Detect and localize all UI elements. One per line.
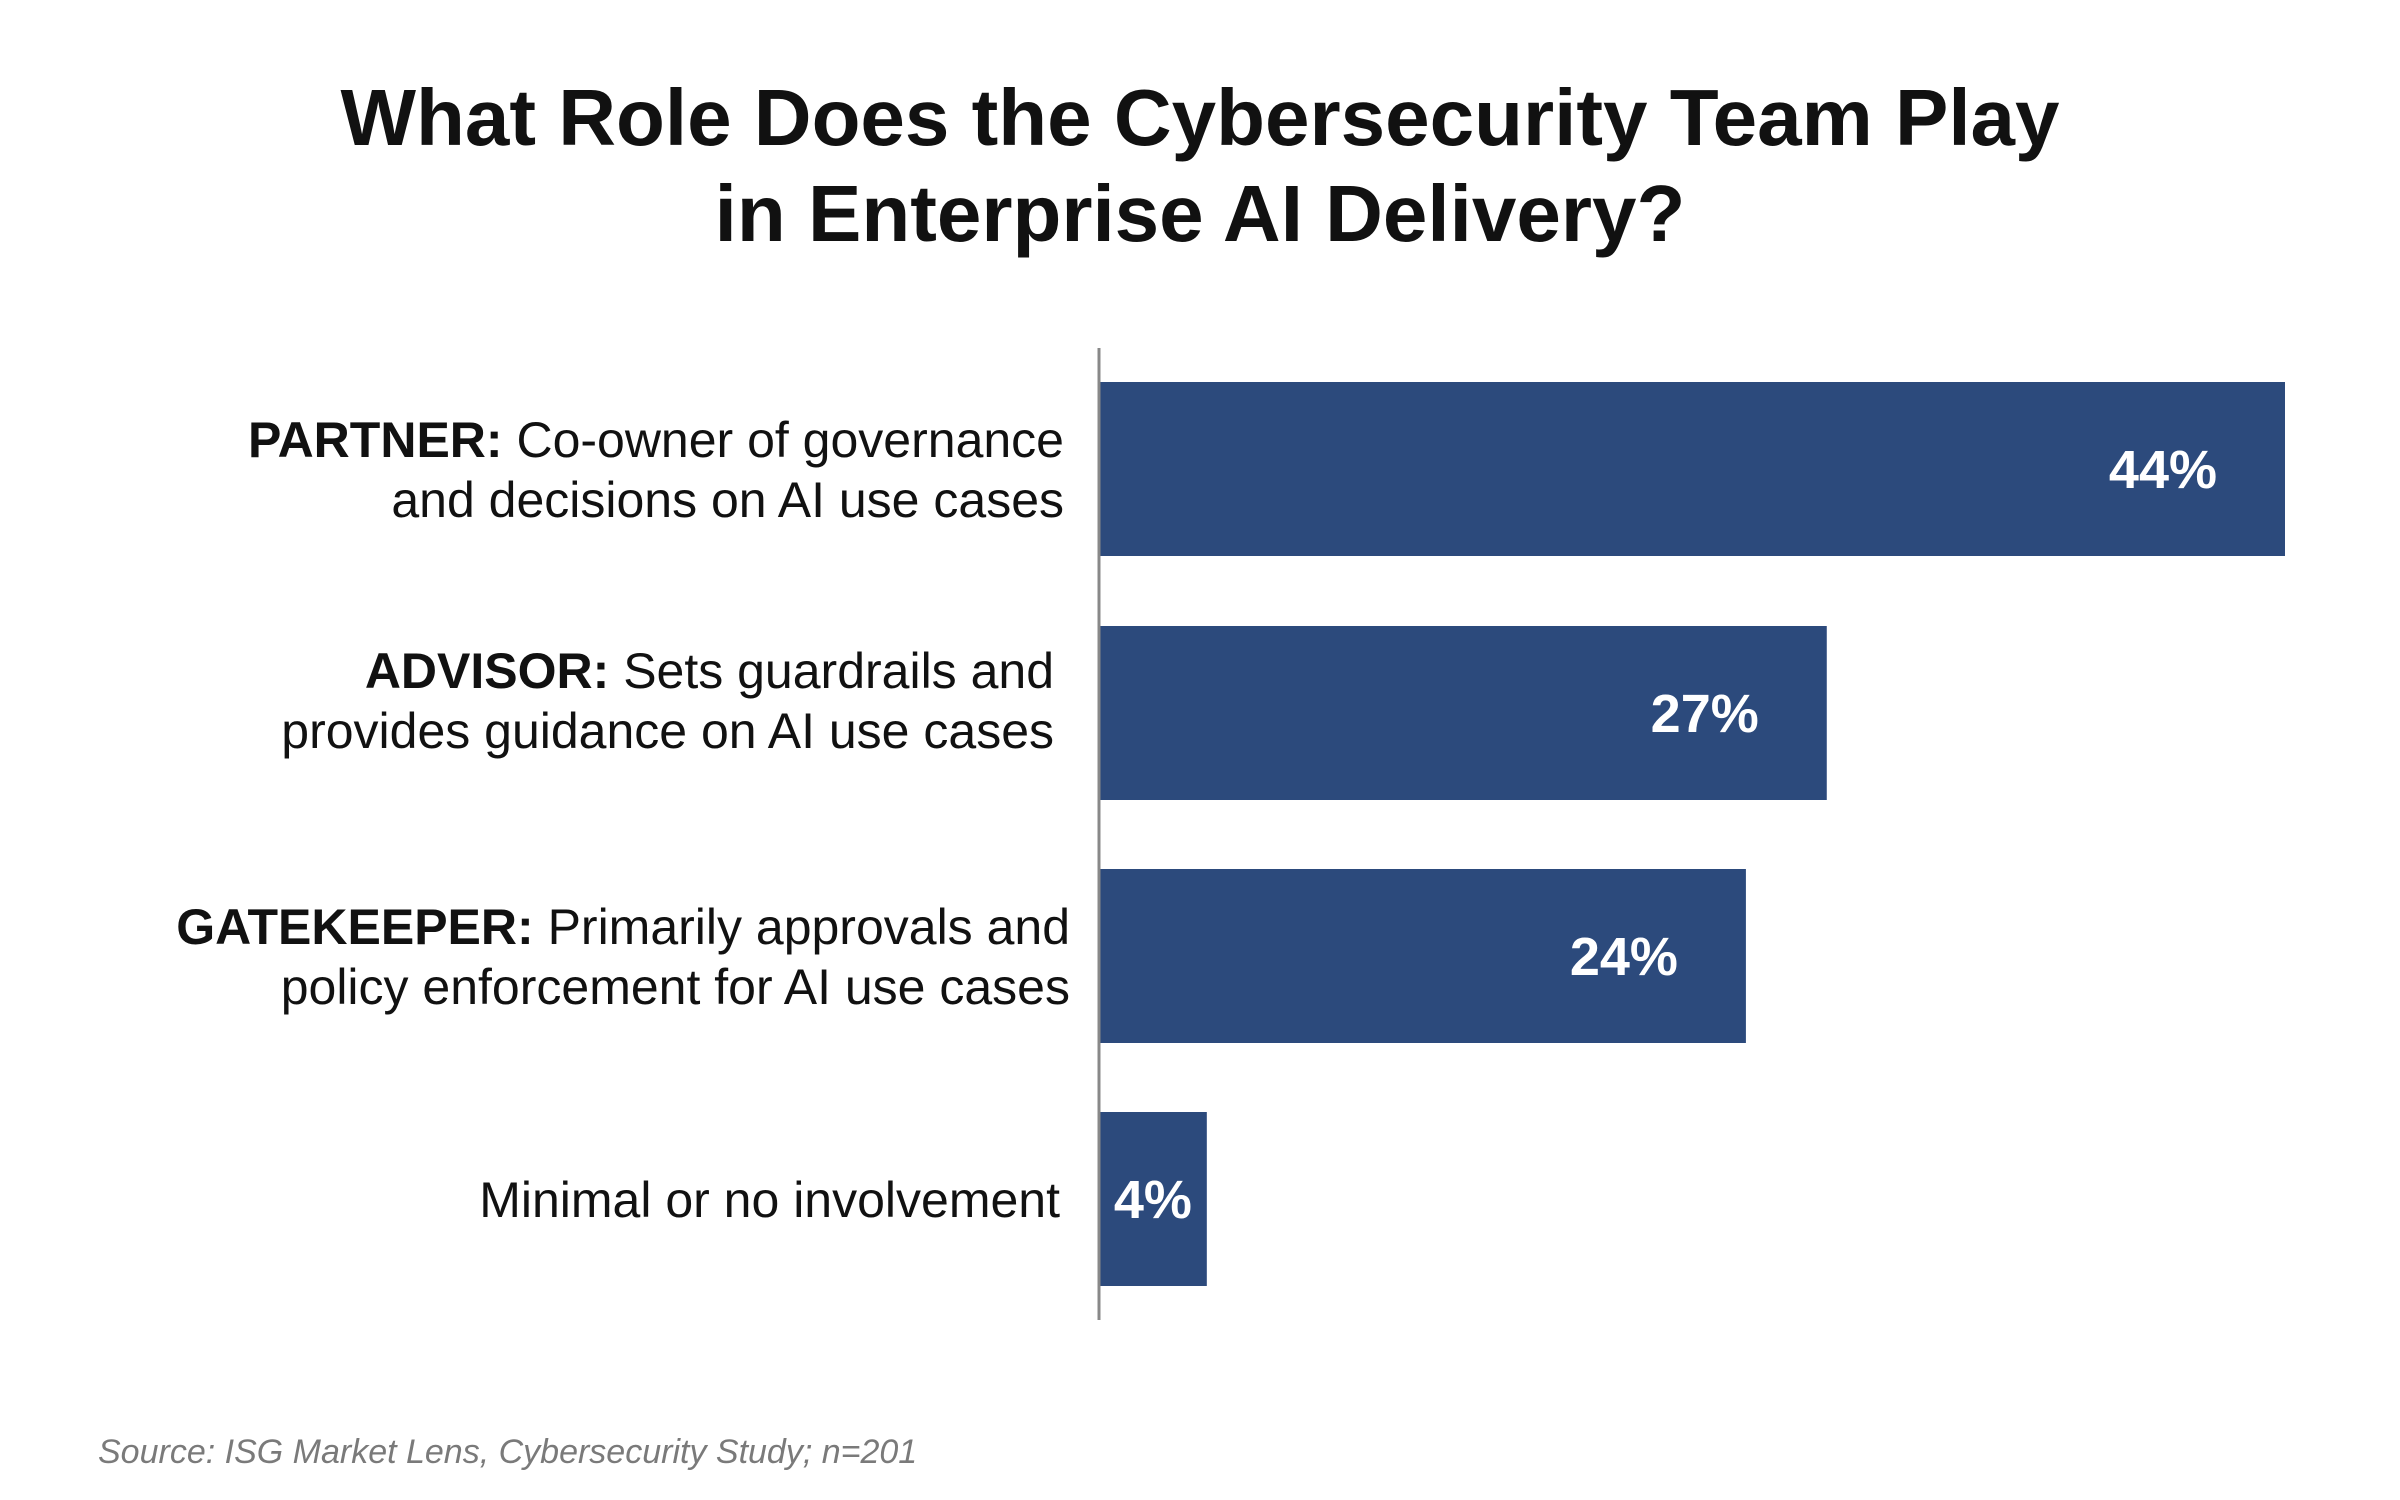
chart-title: What Role Does the Cybersecurity Team Pl…: [0, 70, 2400, 262]
category-lead-partner: PARTNER:: [247, 412, 503, 468]
category-text-partner-2: and decisions on AI use cases: [391, 472, 1064, 528]
category-label-minimal: Minimal or no involvement: [80, 1170, 1060, 1230]
value-label-gatekeeper: 24%: [1570, 927, 1678, 987]
category-text-partner-1: Co-owner of governance: [502, 412, 1064, 468]
chart-title-line-1: What Role Does the Cybersecurity Team Pl…: [340, 73, 2060, 162]
value-label-minimal: 4%: [1114, 1170, 1192, 1230]
bar-minimal: [1099, 1112, 1207, 1286]
category-label-partner: PARTNER: Co-owner of governance and deci…: [84, 410, 1064, 530]
value-label-partner: 44%: [2109, 440, 2217, 500]
bar-partner: [1099, 382, 2285, 556]
category-text-advisor-1: Sets guardrails and: [609, 643, 1054, 699]
category-lead-advisor: ADVISOR:: [364, 643, 610, 699]
bar-advisor: [1099, 626, 1827, 800]
source-note: Source: ISG Market Lens, Cybersecurity S…: [98, 1433, 918, 1471]
category-text-advisor-2: provides guidance on AI use cases: [281, 703, 1054, 759]
category-text-minimal-1: Minimal or no involvement: [479, 1172, 1060, 1228]
category-label-advisor: ADVISOR: Sets guardrails and provides gu…: [74, 641, 1054, 761]
category-label-gatekeeper: GATEKEEPER: Primarily approvals and poli…: [0, 897, 1070, 1017]
chart-title-line-2: in Enterprise AI Delivery?: [714, 169, 1686, 258]
category-text-gatekeeper-1: Primarily approvals and: [533, 899, 1070, 955]
value-label-advisor: 27%: [1651, 684, 1759, 744]
category-lead-gatekeeper: GATEKEEPER:: [176, 899, 534, 955]
category-text-gatekeeper-2: policy enforcement for AI use cases: [280, 959, 1070, 1015]
bar-gatekeeper: [1099, 869, 1746, 1043]
